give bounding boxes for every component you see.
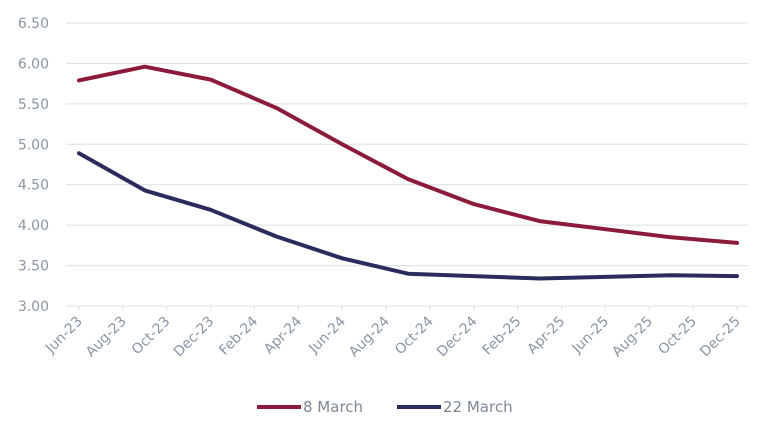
series-lines [77,64,739,281]
x-tick-label: Dec-23 [171,314,218,361]
x-tick-label: Jun-24 [305,313,349,357]
x-tick-label: Dec-25 [697,314,744,361]
y-tick-label: 3.00 [18,299,49,315]
y-axis-ticks: 3.00 3.50 4.00 4.50 5.00 5.50 6.00 6.50 [18,16,49,315]
series-line-march-8 [77,64,739,245]
y-tick-label: 5.00 [18,137,49,153]
y-tick-label: 6.50 [18,16,49,32]
gridlines [66,22,748,307]
x-tick-label: Oct-25 [655,314,700,359]
x-tick-label: Oct-23 [129,314,174,359]
x-tick-label: Jun-23 [42,314,86,358]
x-tick-label: Apr-24 [261,313,305,357]
y-tick-label: 4.00 [18,218,49,234]
x-tick-label: Feb-25 [479,314,524,359]
x-tick-label: Aug-23 [83,314,130,361]
x-tick-label: Dec-24 [434,313,481,360]
legend-label: 8 March [303,398,363,416]
x-tick-label: Jun-25 [569,314,613,358]
y-tick-label: 3.50 [18,259,49,275]
x-tick-label: Oct-24 [392,313,437,358]
x-tick-label: Aug-25 [609,314,656,361]
x-tick-label: Feb-24 [216,313,261,358]
x-tick-label: Apr-25 [524,314,568,358]
series-line-march-22 [77,151,739,281]
y-tick-label: 6.00 [18,56,49,72]
y-tick-label: 5.50 [18,97,49,113]
x-tick-label: Aug-24 [346,313,393,360]
legend: 8 March 22 March [257,398,513,416]
y-tick-label: 4.50 [18,178,49,194]
legend-label: 22 March [443,398,513,416]
